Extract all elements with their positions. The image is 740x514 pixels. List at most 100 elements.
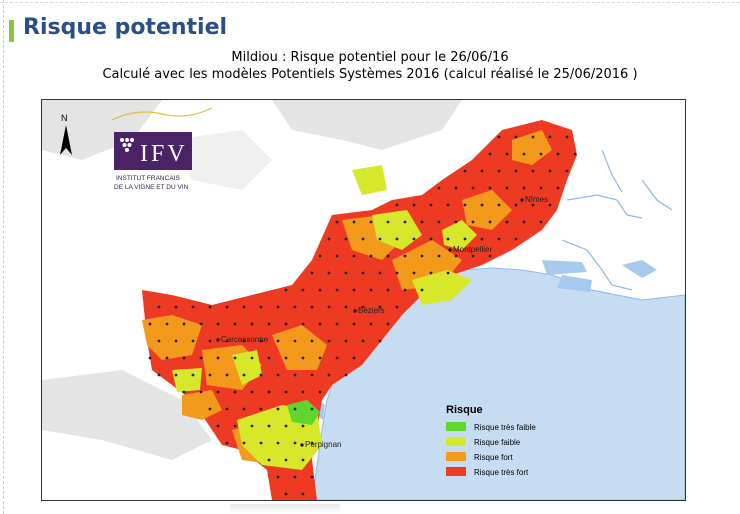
sample-point <box>412 271 416 275</box>
sample-point <box>352 356 356 360</box>
sample-point <box>344 305 348 309</box>
sample-point <box>531 135 535 139</box>
sample-point <box>335 288 339 292</box>
city-label-perpignan: Perpignan <box>305 440 341 449</box>
sample-point <box>293 475 297 479</box>
ifv-logo-line1: INSTITUT FRANCAIS <box>116 175 180 182</box>
sample-point <box>310 373 314 377</box>
sample-point <box>293 373 297 377</box>
sample-point <box>216 322 220 326</box>
sample-point <box>284 458 288 462</box>
sample-point <box>403 254 407 258</box>
sample-point <box>497 203 501 207</box>
sample-point <box>327 373 331 377</box>
page-title: Risque potentiel <box>23 15 228 40</box>
sample-point <box>352 220 356 224</box>
sample-point <box>480 169 484 173</box>
risk-zone-very-weak <box>287 400 320 425</box>
sample-point <box>471 254 475 258</box>
sample-point <box>199 390 203 394</box>
sample-point-grid <box>148 135 577 496</box>
sample-point <box>318 356 322 360</box>
sample-point <box>361 305 365 309</box>
sample-point <box>310 305 314 309</box>
sample-point <box>208 339 212 343</box>
sample-point <box>276 407 280 411</box>
sample-point <box>522 152 526 156</box>
sample-point <box>284 492 288 496</box>
rivers-and-lagoons <box>561 149 673 291</box>
sample-point <box>378 305 382 309</box>
sample-point <box>412 203 416 207</box>
sample-point <box>497 169 501 173</box>
legend-swatch-0 <box>446 422 466 431</box>
sample-point <box>497 135 501 139</box>
sample-point <box>225 441 229 445</box>
map-title-line2: Calculé avec les modèles Potentiels Syst… <box>102 67 638 82</box>
sample-point <box>335 356 339 360</box>
sample-point <box>174 373 178 377</box>
sample-point <box>276 475 280 479</box>
north-label: N <box>61 113 68 123</box>
sample-point <box>573 152 577 156</box>
sample-point <box>344 271 348 275</box>
sample-point <box>531 203 535 207</box>
sample-point <box>250 424 254 428</box>
sample-point <box>352 254 356 258</box>
sample-point <box>259 373 263 377</box>
sample-point <box>454 254 458 258</box>
sample-point <box>386 322 390 326</box>
sample-point <box>522 220 526 224</box>
sample-point <box>284 288 288 292</box>
sample-point <box>165 356 169 360</box>
sample-point <box>284 424 288 428</box>
sample-point <box>310 407 314 411</box>
sample-point <box>386 220 390 224</box>
sample-point <box>301 458 305 462</box>
sample-point <box>344 237 348 241</box>
sample-point <box>301 322 305 326</box>
sample-point <box>539 220 543 224</box>
sample-point <box>369 220 373 224</box>
sample-point <box>395 237 399 241</box>
sample-point <box>148 356 152 360</box>
sample-point <box>386 254 390 258</box>
sample-point <box>284 322 288 326</box>
sample-point <box>403 288 407 292</box>
sample-point <box>505 220 509 224</box>
north-arrow: N <box>60 113 72 155</box>
sample-point <box>225 339 229 343</box>
sample-point <box>514 203 518 207</box>
sample-point <box>157 339 161 343</box>
city-nimes: Nîmes <box>520 195 548 204</box>
sample-point <box>378 271 382 275</box>
sample-point <box>233 356 237 360</box>
ifv-logo-acronym: IFV <box>140 141 188 167</box>
sample-point <box>505 152 509 156</box>
sample-point <box>488 220 492 224</box>
sample-point <box>505 186 509 190</box>
sample-point <box>403 220 407 224</box>
sample-point <box>225 373 229 377</box>
sample-point <box>242 339 246 343</box>
sample-point <box>463 169 467 173</box>
sample-point <box>225 305 229 309</box>
sample-point <box>233 424 237 428</box>
sample-point <box>250 322 254 326</box>
sample-point <box>301 424 305 428</box>
legend-label-2: Risque fort <box>474 453 513 462</box>
sample-point <box>327 237 331 241</box>
sample-point <box>233 390 237 394</box>
relief-shading <box>42 100 542 460</box>
sample-point <box>242 373 246 377</box>
sample-point <box>378 237 382 241</box>
sample-point <box>556 152 560 156</box>
legend-label-0: Risque très faible <box>474 423 536 432</box>
sample-point <box>301 356 305 360</box>
sample-point <box>565 135 569 139</box>
sample-point <box>369 322 373 326</box>
sample-point <box>267 458 271 462</box>
sample-point <box>531 169 535 173</box>
sample-point <box>327 339 331 343</box>
sample-point <box>216 356 220 360</box>
